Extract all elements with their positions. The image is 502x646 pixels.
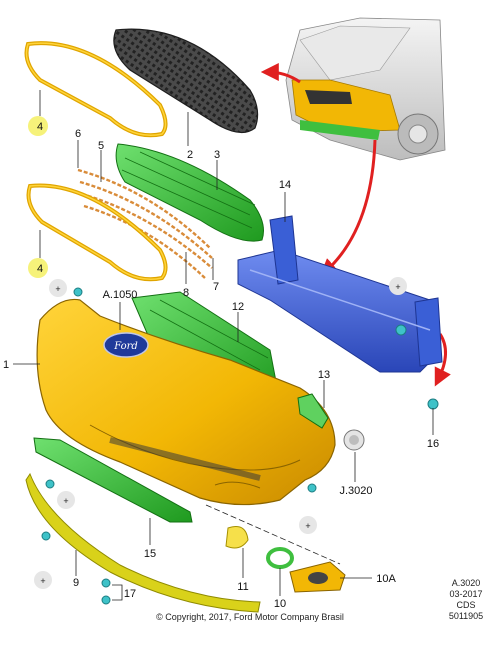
ford-logo-emblem: Ford (103, 332, 149, 358)
plus-marker-icon: + (389, 277, 407, 295)
upper-grille (113, 28, 259, 134)
fastener-icon (395, 324, 407, 336)
lower-grille (115, 143, 264, 242)
fastener-icon (307, 483, 317, 493)
svg-text:+: + (305, 521, 310, 531)
arrow-to-beam (319, 139, 377, 277)
grille-frame-lower (26, 183, 168, 282)
fastener-icon (101, 595, 111, 605)
reinforcement-beam (237, 215, 443, 373)
grille-frame-upper (24, 41, 168, 138)
fog-lamp-j3020 (343, 429, 365, 451)
callout-7: 7 (213, 281, 219, 293)
vehicle-inset (285, 17, 446, 161)
fog-lamp-ring-10 (266, 547, 294, 569)
callout-12: 12 (232, 301, 244, 313)
fastener-icon (73, 287, 83, 297)
fastener-icon (45, 479, 55, 489)
callout-1: 1 (3, 359, 9, 371)
callout-3: 3 (214, 149, 220, 161)
callout-2: 2 (187, 149, 193, 161)
callout-10a: 10A (376, 573, 396, 585)
lower-spoiler (25, 472, 261, 613)
ford-logo-text: Ford (113, 341, 138, 352)
callout-17: 17 (124, 588, 136, 600)
plus-marker-icon: + (299, 516, 317, 534)
plus-marker-icon: + (57, 491, 75, 509)
callout-4-highlight (28, 116, 48, 136)
arrow-to-fastener (434, 333, 451, 387)
callout-4-upper: 4 (37, 121, 43, 133)
callout-14: 14 (279, 179, 291, 191)
svg-text:+: + (55, 284, 60, 294)
callout-8: 8 (183, 287, 189, 299)
callout-16: 16 (427, 438, 439, 450)
fastener-icon (41, 531, 51, 541)
bracket-13 (297, 393, 329, 429)
callout-11: 11 (237, 581, 248, 593)
callout-10: 10 (274, 598, 286, 610)
callout-4-lower: 4 (37, 263, 43, 275)
callout-4-highlight (28, 258, 48, 278)
fasteners (41, 287, 439, 605)
arrows (260, 63, 451, 387)
ref-j3020: J.3020 (339, 485, 372, 497)
department-code: CDS (456, 600, 475, 610)
chrome-strips (77, 168, 213, 279)
svg-text:+: + (395, 282, 400, 292)
fog-lamp-bezel-10a (289, 561, 346, 593)
callout-5: 5 (98, 140, 104, 152)
fastener-icon (427, 398, 439, 410)
fog-lamp-cover-11 (225, 526, 249, 549)
ref-code: A.3020 (452, 578, 481, 588)
arrow-to-grille (260, 63, 301, 84)
callout-9: 9 (73, 577, 79, 589)
callout-15: 15 (144, 548, 156, 560)
callout-13: 13 (318, 369, 330, 381)
svg-text:+: + (63, 496, 68, 506)
callout-labels: 4 4 6 5 2 3 8 7 14 12 13 16 A.1050 J.302… (3, 121, 439, 610)
plus-marker-icon: + (34, 571, 52, 589)
plus-markers: + + + + + (34, 277, 407, 589)
callout-6: 6 (75, 128, 81, 140)
plus-marker-icon: + (49, 279, 67, 297)
revision-date: 03-2017 (449, 589, 482, 599)
ref-a1050: A.1050 (103, 289, 138, 301)
leader-lines (13, 90, 434, 601)
svg-text:+: + (40, 576, 45, 586)
copyright-text: © Copyright, 2017, Ford Motor Company Br… (156, 612, 344, 622)
fastener-icon (101, 578, 111, 588)
lower-deflector (33, 437, 193, 523)
document-number: 5011905 (449, 611, 483, 621)
